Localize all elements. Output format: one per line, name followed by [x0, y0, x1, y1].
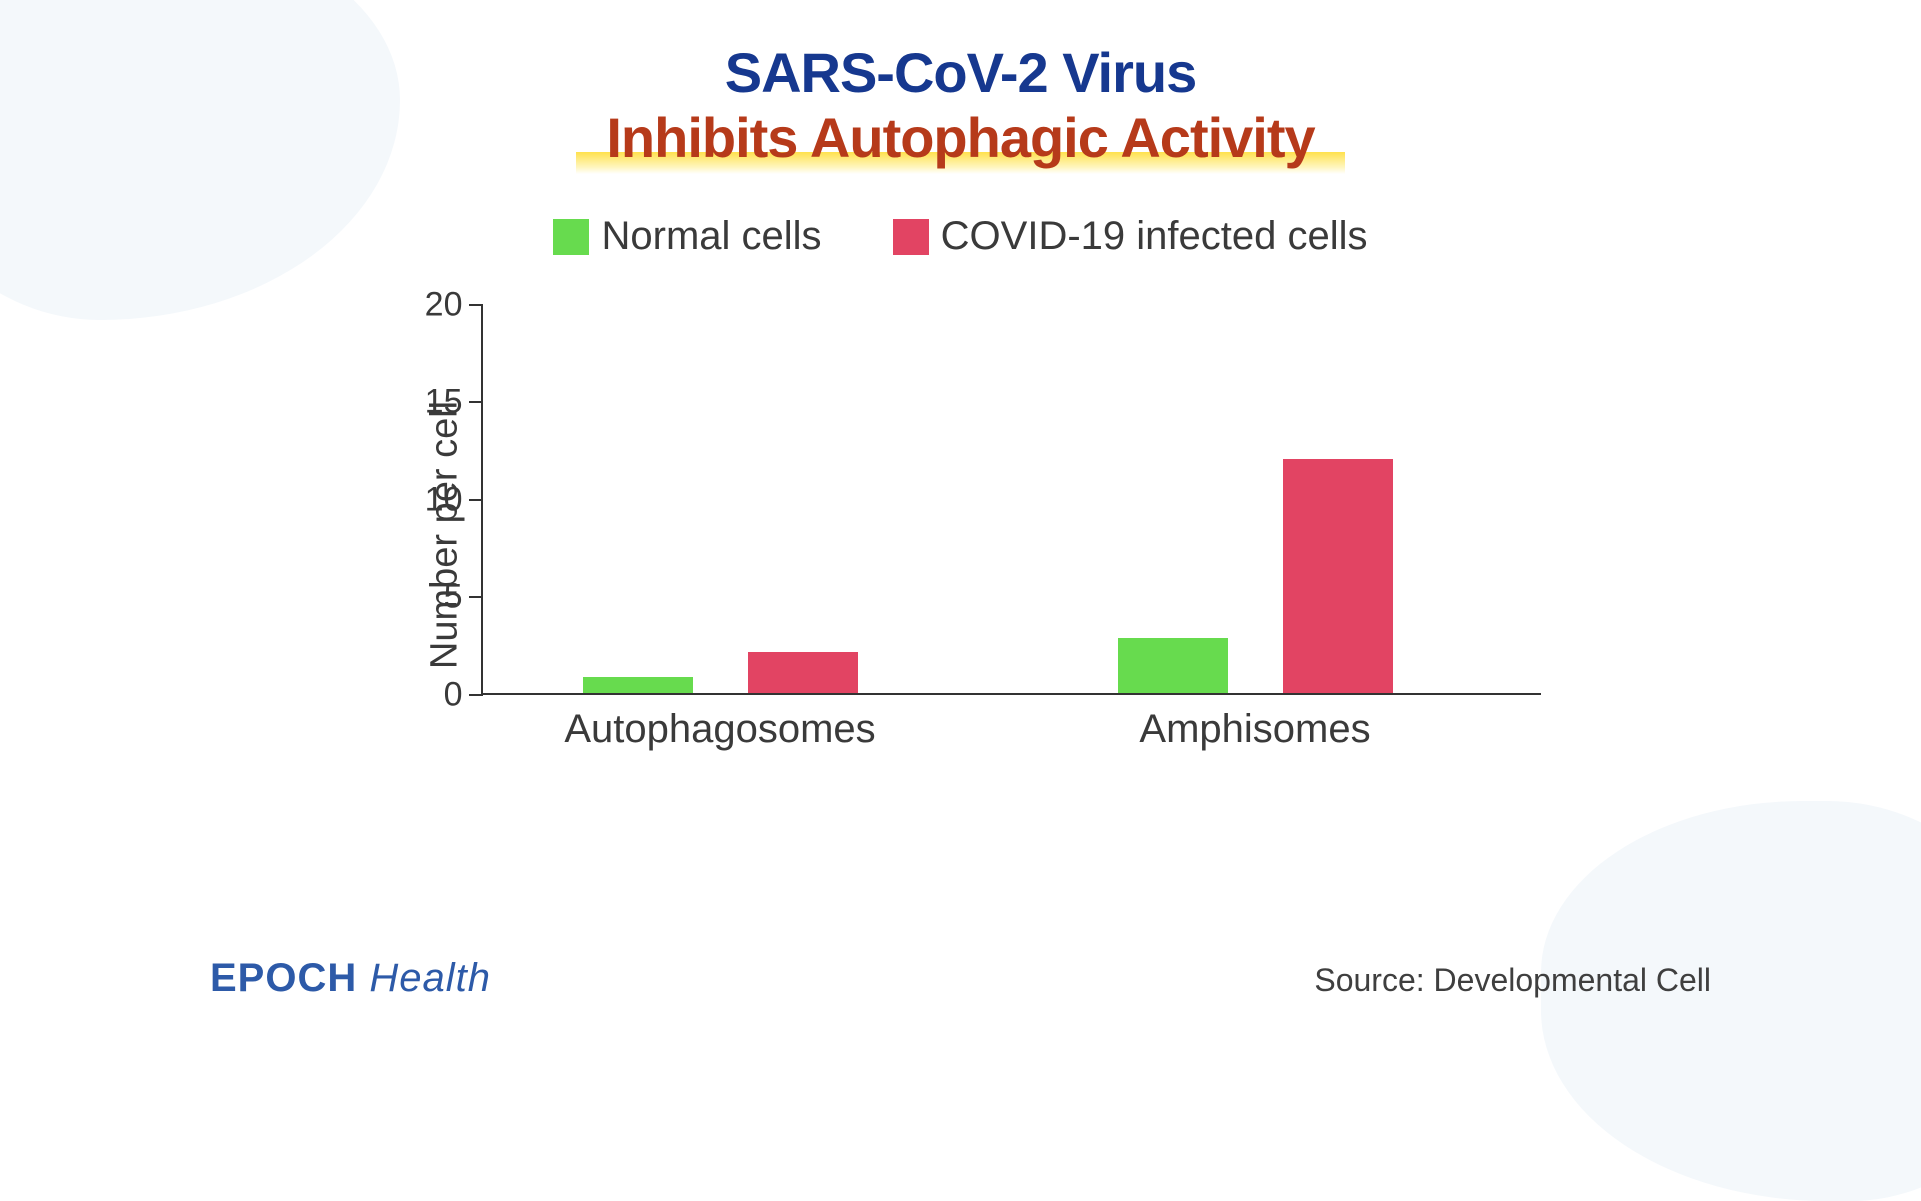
brand-logo: EPOCH Health — [210, 956, 491, 1001]
legend-label-normal: Normal cells — [601, 214, 821, 259]
legend: Normal cells COVID-19 infected cells — [0, 214, 1921, 265]
y-tick — [469, 596, 483, 598]
bar — [1283, 459, 1393, 693]
source-name: Developmental Cell — [1434, 962, 1711, 998]
y-axis-label: Number per cell — [423, 400, 466, 668]
y-tick-label: 20 — [413, 285, 463, 324]
bar — [1118, 638, 1228, 693]
legend-swatch-covid — [893, 219, 929, 255]
source-text: Source: Developmental Cell — [1314, 962, 1711, 999]
legend-item-covid: COVID-19 infected cells — [893, 214, 1368, 259]
title-line-2-wrap: Inhibits Autophagic Activity — [576, 105, 1344, 174]
y-tick-label: 10 — [413, 480, 463, 519]
bar — [583, 677, 693, 693]
legend-item-normal: Normal cells — [553, 214, 821, 259]
source-prefix: Source: — [1314, 962, 1433, 998]
chart: Number per cell 05101520AutophagosomesAm… — [361, 295, 1561, 775]
y-tick — [469, 499, 483, 501]
bar — [748, 652, 858, 693]
brand-epoch: EPOCH — [210, 956, 357, 1000]
content: SARS-CoV-2 Virus Inhibits Autophagic Act… — [0, 0, 1921, 1081]
y-tick — [469, 304, 483, 306]
y-tick-label: 0 — [413, 675, 463, 714]
title-line-1: SARS-CoV-2 Virus — [0, 40, 1921, 105]
brand-health: Health — [369, 956, 491, 1000]
x-category-label: Amphisomes — [1139, 707, 1370, 752]
plot-area: 05101520AutophagosomesAmphisomes — [481, 305, 1541, 695]
y-tick — [469, 694, 483, 696]
title-block: SARS-CoV-2 Virus Inhibits Autophagic Act… — [0, 40, 1921, 174]
title-line-2: Inhibits Autophagic Activity — [606, 105, 1314, 170]
y-tick-label: 15 — [413, 383, 463, 422]
legend-label-covid: COVID-19 infected cells — [941, 214, 1368, 259]
y-tick — [469, 401, 483, 403]
footer: EPOCH Health Source: Developmental Cell — [0, 956, 1921, 1001]
legend-swatch-normal — [553, 219, 589, 255]
x-category-label: Autophagosomes — [564, 707, 875, 752]
y-tick-label: 5 — [413, 578, 463, 617]
